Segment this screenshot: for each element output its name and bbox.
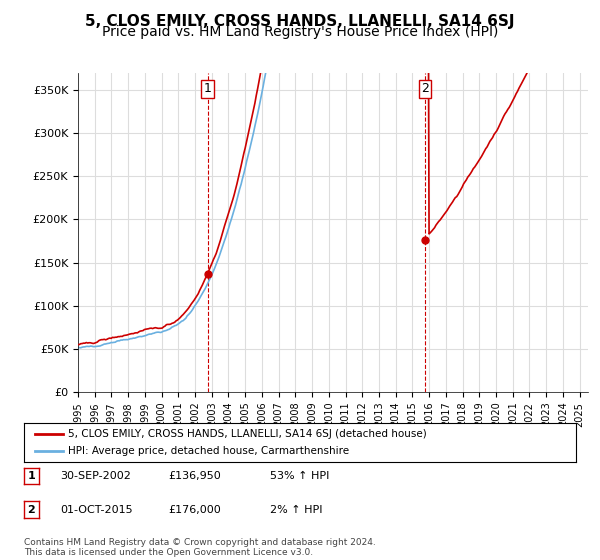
- Text: 1: 1: [203, 82, 212, 95]
- Text: £176,000: £176,000: [168, 505, 221, 515]
- Text: 30-SEP-2002: 30-SEP-2002: [60, 471, 131, 481]
- Text: 1: 1: [28, 471, 35, 481]
- Text: Contains HM Land Registry data © Crown copyright and database right 2024.
This d: Contains HM Land Registry data © Crown c…: [24, 538, 376, 557]
- Text: HPI: Average price, detached house, Carmarthenshire: HPI: Average price, detached house, Carm…: [68, 446, 349, 456]
- Text: Price paid vs. HM Land Registry's House Price Index (HPI): Price paid vs. HM Land Registry's House …: [102, 25, 498, 39]
- Text: 2: 2: [28, 505, 35, 515]
- Text: 53% ↑ HPI: 53% ↑ HPI: [270, 471, 329, 481]
- Text: 5, CLOS EMILY, CROSS HANDS, LLANELLI, SA14 6SJ: 5, CLOS EMILY, CROSS HANDS, LLANELLI, SA…: [85, 14, 515, 29]
- Text: 01-OCT-2015: 01-OCT-2015: [60, 505, 133, 515]
- Text: £136,950: £136,950: [168, 471, 221, 481]
- Text: 5, CLOS EMILY, CROSS HANDS, LLANELLI, SA14 6SJ (detached house): 5, CLOS EMILY, CROSS HANDS, LLANELLI, SA…: [68, 429, 427, 439]
- Text: 2% ↑ HPI: 2% ↑ HPI: [270, 505, 323, 515]
- Text: 2: 2: [421, 82, 429, 95]
